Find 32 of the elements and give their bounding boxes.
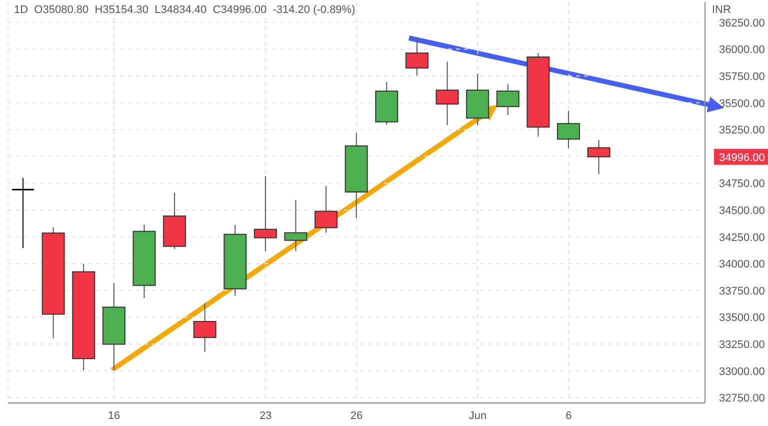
y-tick-label: 36000.00 (719, 44, 765, 56)
candlestick (436, 61, 459, 126)
y-tick-label: 32750.00 (719, 392, 765, 405)
y-tick-label: 34996.00 (719, 152, 765, 164)
candlestick (314, 185, 338, 234)
y-tick-label: 34000.00 (719, 258, 765, 271)
y-tick-label: 33500.00 (719, 312, 765, 324)
candlestick (11, 177, 35, 249)
y-tick-label: 36250.00 (719, 17, 765, 30)
y-tick-label: 34250.00 (719, 232, 765, 244)
y-tick-label: 35500.00 (719, 98, 765, 110)
candlestick (193, 302, 216, 352)
y-tick-label: 33750.00 (719, 285, 765, 298)
x-tick-label: Jun (468, 410, 487, 422)
x-tick-label: 6 (566, 410, 572, 422)
y-axis-title: INR (712, 4, 731, 16)
x-tick-label: 23 (259, 410, 272, 422)
y-tick-label: 35250.00 (719, 124, 765, 137)
candlestick (284, 200, 308, 252)
y-tick-label: 33000.00 (719, 366, 765, 378)
candlestick (587, 139, 610, 175)
y-tick-label: 34500.00 (719, 205, 765, 218)
candlestick (496, 83, 520, 116)
chart-title: 1D O35080.80 H35154.30 L34834.40 C34996.00 -314.20 (-0.89%) (14, 4, 356, 16)
candlestick (556, 110, 580, 149)
x-tick-label: 16 (108, 410, 120, 422)
y-tick-label: 34750.00 (719, 178, 765, 190)
candlestick (254, 175, 277, 252)
y-tick-label: 33250.00 (719, 339, 765, 352)
candlestick (405, 38, 428, 76)
y-tick-label: 35750.00 (719, 70, 765, 83)
x-tick-label: 26 (350, 410, 363, 422)
